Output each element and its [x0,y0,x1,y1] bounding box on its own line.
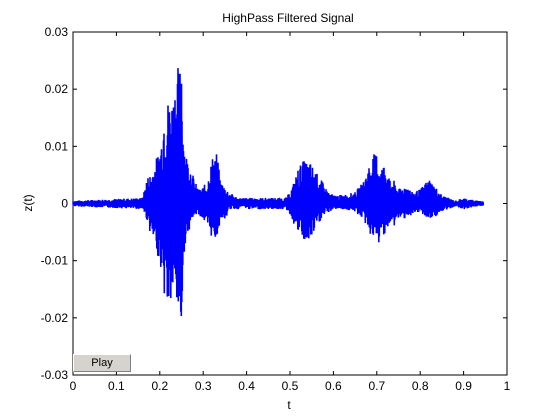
y-tick-label: -0.02 [41,311,69,325]
x-tick-label: 0.5 [282,379,299,393]
x-axis-label: t [287,398,291,412]
y-tick-label: 0.03 [45,25,69,39]
y-axis-label: z(t) [21,194,35,211]
x-tick-label: 0.3 [195,379,212,393]
y-tick-label: -0.01 [41,254,69,268]
x-tick-label: 1 [504,379,511,393]
y-tick-label: 0.01 [45,139,69,153]
x-tick-label: 0.9 [455,379,472,393]
axis-ticks: 0 0.1 0.2 0.3 0.4 0.5 0.6 0.7 0.8 0.9 1 0.03 0.02 0.0… [41,25,511,393]
y-tick-label: -0.03 [41,368,69,382]
x-tick-label: 0.7 [368,379,385,393]
x-tick-label: 0 [70,379,77,393]
chart-title: HighPass Filtered Signal [222,11,353,25]
play-button[interactable]: Play [73,354,131,372]
x-tick-label: 0.2 [151,379,168,393]
x-tick-label: 0.8 [412,379,429,393]
signal-line [72,68,485,317]
x-tick-label: 0.1 [108,379,125,393]
y-tick-label: 0 [61,197,68,211]
y-tick-label: 0.02 [45,82,69,96]
signal-trace [72,68,485,317]
x-tick-label: 0.4 [238,379,255,393]
x-tick-label: 0.6 [325,379,342,393]
